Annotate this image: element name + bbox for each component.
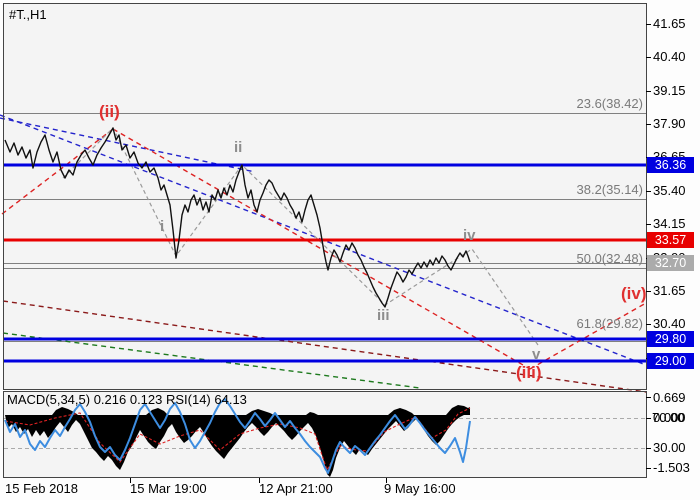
- macd-histogram-positive: [52, 405, 470, 415]
- wave-label-iii: iii: [377, 307, 390, 324]
- price-badge-resistance: 36.36: [647, 157, 694, 173]
- price-levels: [4, 163, 646, 363]
- main-plot-background[interactable]: [4, 4, 646, 389]
- price-tick-3040: 30.40: [653, 316, 686, 331]
- wave-label-ii-circle: (ii): [99, 102, 120, 121]
- red-forecast-down: [112, 128, 531, 370]
- fib-label-618: 61.8(29.82): [576, 316, 644, 331]
- chart-frame: [3, 3, 647, 478]
- price-badge-support1: 29.80: [647, 331, 694, 347]
- price-badge-support2: 29.00: [647, 353, 694, 369]
- wave-label-ii: ii: [234, 139, 243, 156]
- wave-label-v: v: [532, 346, 541, 363]
- axis-ticks: [130, 24, 651, 483]
- time-label-1: 15 Feb 2018: [5, 481, 79, 496]
- time-label-4: 9 May 16:00: [384, 481, 456, 496]
- indicator-title: MACD(5,34,5) 0.216 0.123 RSI(14) 64.13: [7, 392, 247, 407]
- fib-label-382: 38.2(35.14): [576, 182, 644, 197]
- indicator-scale-max: 0.669: [653, 390, 686, 405]
- red-forecast-up: [529, 302, 647, 370]
- rsi-line: [4, 398, 471, 474]
- price-badge-red-level: 33.57: [647, 232, 694, 248]
- price-tick-3540: 35.40: [653, 183, 686, 198]
- wave-label-iv-circle: (iv): [621, 284, 646, 303]
- price-badge-current: 32.70: [647, 255, 694, 271]
- wave-label-iv: iv: [463, 227, 476, 244]
- symbol-timeframe-label: #T.,H1: [9, 7, 47, 22]
- price-tick-3790: 37.90: [653, 116, 686, 131]
- indicator-scale-min: -1.503: [653, 460, 690, 475]
- fib-label-236: 23.6(38.42): [576, 96, 644, 111]
- macd-histogram: [5, 414, 470, 477]
- price-line: [4, 127, 471, 308]
- price-tick-4165: 41.65: [653, 16, 686, 31]
- fib-label-500: 50.0(32.48): [576, 251, 644, 266]
- blue-trendline-upper: [0, 117, 256, 173]
- plot-label-layer: #T.,H1 23.6(38.42) 38.2(35.14) 50.0(32.4…: [7, 7, 646, 407]
- darkred-trendline: [2, 300, 647, 393]
- indicator-scale-rsi70: 70.00: [652, 410, 685, 425]
- price-tick-3915: 39.15: [653, 83, 686, 98]
- price-tick-4040: 40.40: [653, 49, 686, 64]
- time-label-2: 15 Mar 19:00: [130, 481, 207, 496]
- wave-label-i: i: [160, 218, 165, 235]
- indicator-scale-rsi30: 30.00: [653, 440, 686, 455]
- wave-label-iii-circle: (iii): [516, 363, 542, 382]
- fib-lines: [4, 113, 646, 342]
- price-tick-3415: 34.15: [653, 216, 686, 231]
- price-tick-3165: 31.65: [653, 283, 686, 298]
- indicator-scale-zero: 0.000: [653, 410, 686, 425]
- time-label-3: 12 Apr 21:00: [259, 481, 333, 496]
